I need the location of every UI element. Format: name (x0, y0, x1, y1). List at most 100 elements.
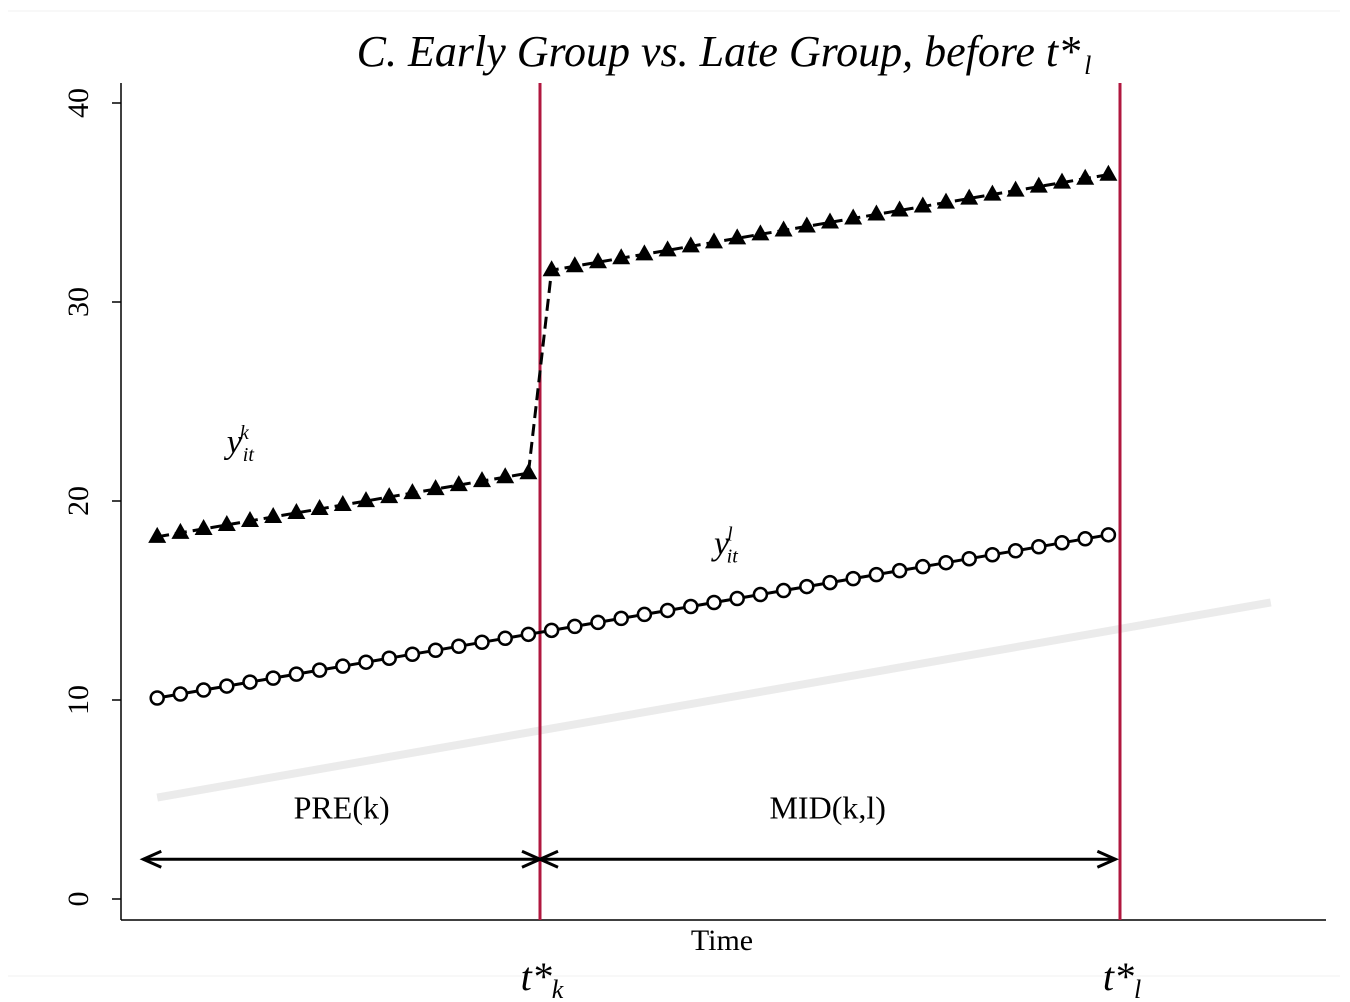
data-point-circle (381, 650, 397, 666)
data-point-circle (938, 554, 954, 571)
chart-title: C. Early Group vs. Late Group, before t*… (357, 27, 1092, 80)
data-point-triangle (1076, 168, 1095, 185)
data-point-triangle (1099, 164, 1118, 181)
data-point-circle (1100, 527, 1117, 543)
data-point-circle (474, 634, 490, 651)
data-point-circle (961, 550, 977, 567)
data-point-circle (590, 614, 606, 631)
data-point-circle (984, 546, 1001, 563)
data-point-triangle (449, 475, 468, 492)
data-point-circle (891, 562, 908, 579)
data-point-circle (242, 674, 258, 690)
data-point-circle (822, 574, 838, 591)
data-point-triangle (844, 208, 863, 225)
region-arrow-head-right (1096, 849, 1120, 869)
data-point-circle (288, 666, 305, 682)
series-line (156, 173, 1109, 539)
data-point-circle (149, 690, 165, 706)
vertical-line-label-main: t* (521, 954, 552, 999)
data-point-triangle (937, 192, 955, 209)
data-point-circle (1007, 543, 1024, 559)
data-point-circle (265, 670, 281, 686)
data-point-triangle (194, 518, 213, 535)
data-point-triangle (774, 220, 793, 237)
data-point-circle (729, 590, 745, 607)
series-label-superscript: l (727, 524, 733, 546)
series-label-subscript: it (727, 546, 739, 568)
data-point-triangle (380, 487, 399, 504)
series-label-subscript: it (243, 444, 255, 466)
y-tick-label: 20 (62, 486, 95, 516)
region-arrow-head-left (139, 849, 162, 869)
series-label-main: y (711, 526, 730, 563)
data-point-triangle (333, 495, 352, 512)
data-point-circle (451, 638, 467, 655)
data-point-triangle (287, 503, 306, 520)
data-point-circle (845, 570, 861, 587)
vertical-line-label: t*l (1103, 954, 1141, 1002)
data-point-circle (915, 558, 931, 575)
data-point-triangle (983, 184, 1002, 201)
data-point-triangle (797, 216, 816, 233)
data-point-triangle (473, 471, 491, 488)
y-tick-label: 0 (62, 892, 95, 907)
region-label: MID(k,l) (769, 789, 885, 825)
data-point-triangle (612, 248, 631, 265)
x-axis-label: Time (691, 924, 753, 957)
data-point-circle (219, 678, 235, 694)
data-point-circle (404, 646, 421, 662)
data-point-triangle (821, 212, 839, 229)
series-label: yl it (711, 524, 738, 568)
data-point-triangle (565, 256, 584, 273)
data-point-triangle (890, 200, 909, 217)
data-point-circle (335, 658, 351, 674)
data-point-triangle (705, 232, 723, 249)
data-point-circle (613, 610, 629, 627)
data-point-circle (1077, 531, 1093, 547)
data-point-circle (799, 578, 815, 595)
data-point-triangle (960, 188, 979, 205)
vertical-line-label-subscript: l (1134, 975, 1141, 1002)
data-point-circle (358, 654, 374, 670)
data-point-circle (311, 662, 328, 678)
data-point-circle (706, 594, 722, 611)
data-point-circle (497, 630, 513, 647)
data-point-triangle (148, 526, 167, 543)
series-label: yk it (224, 422, 255, 466)
data-point-triangle (542, 260, 561, 277)
data-point-triangle (1029, 176, 1048, 193)
data-point-circle (172, 686, 189, 702)
data-point-circle (659, 602, 676, 619)
data-point-circle (520, 626, 537, 643)
vertical-line-label-subscript: k (552, 975, 564, 1002)
y-tick-label: 30 (62, 287, 95, 317)
data-point-triangle (681, 236, 700, 253)
data-point-triangle (310, 499, 329, 516)
chart-title-main: C. Early Group vs. Late Group, before t* (357, 27, 1081, 76)
data-point-triangle (264, 507, 283, 523)
data-point-circle (1031, 539, 1047, 555)
data-point-circle (683, 598, 699, 615)
data-point-triangle (1006, 180, 1025, 197)
data-point-triangle (751, 224, 770, 241)
data-point-circle (636, 606, 653, 623)
data-point-triangle (217, 514, 236, 531)
trend-line (156, 598, 1272, 802)
data-point-circle (775, 582, 792, 599)
data-point-circle (752, 586, 769, 603)
data-point-triangle (1053, 172, 1071, 189)
chart-title-subscript: l (1084, 51, 1091, 80)
data-point-triangle (867, 204, 886, 221)
region-label: PRE(k) (294, 789, 390, 825)
data-point-triangle (171, 522, 190, 539)
data-point-triangle (426, 479, 445, 496)
vertical-line-label: t*k (521, 954, 564, 1002)
data-point-triangle (241, 510, 259, 527)
data-point-circle (195, 682, 212, 698)
series-label-superscript: k (240, 422, 250, 444)
y-tick-label: 10 (62, 685, 95, 715)
data-point-triangle (913, 196, 932, 213)
data-point-triangle (496, 467, 515, 484)
